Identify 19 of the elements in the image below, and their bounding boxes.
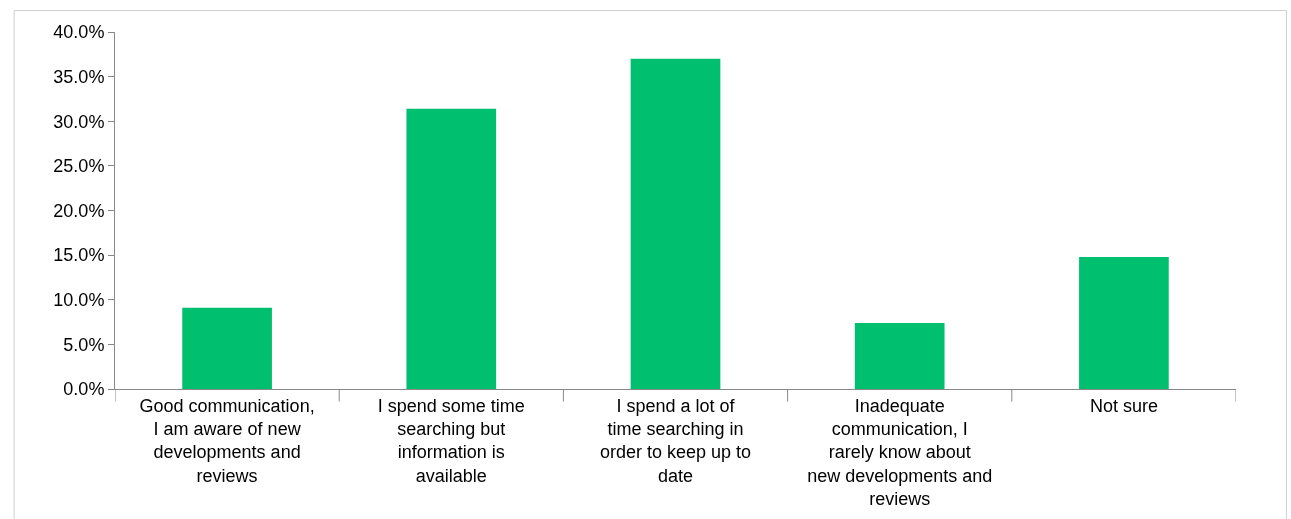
x-tick-label: I spend a lot of time searching in order to keep up to date — [599, 395, 752, 486]
x-tick-label: Inadequate communication, I rarely know about new developments and reviews — [807, 395, 993, 510]
x-tick-label: Good communication, I am aware of new developments and reviews — [139, 395, 315, 486]
y-tick-label: 35.0% — [53, 66, 105, 87]
y-tick-label: 0.0% — [63, 379, 105, 400]
y-tick-label: 30.0% — [53, 111, 105, 132]
y-tick-label: 40.0% — [53, 22, 105, 43]
y-tick-label: 20.0% — [53, 200, 105, 221]
y-tick-label: 5.0% — [63, 334, 105, 355]
bar — [630, 58, 721, 389]
x-tick-label: Not sure — [1089, 395, 1158, 416]
y-tick-label: 25.0% — [53, 156, 105, 177]
bar — [406, 108, 497, 389]
y-tick-label: 10.0% — [53, 290, 105, 311]
bar — [1079, 256, 1169, 389]
bar — [854, 322, 945, 389]
y-tick-label: 15.0% — [53, 245, 105, 266]
bar — [182, 307, 272, 389]
x-tick-label: I spend some time searching but information is available — [377, 395, 525, 486]
